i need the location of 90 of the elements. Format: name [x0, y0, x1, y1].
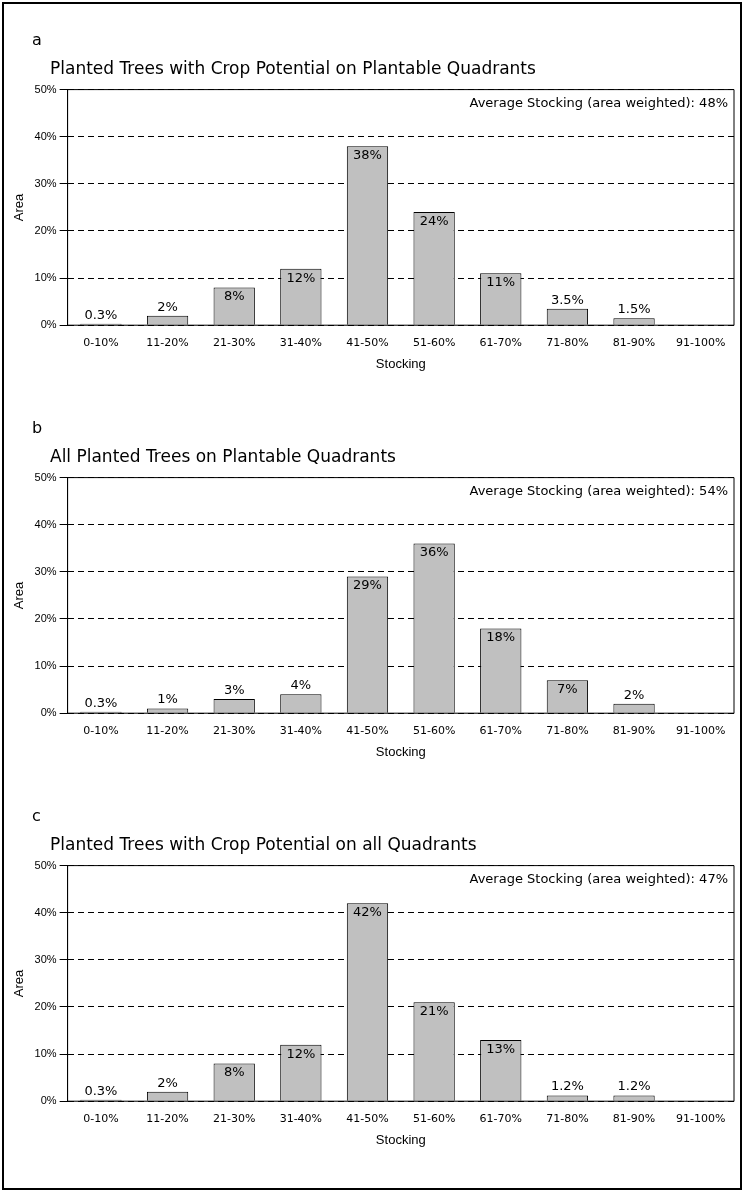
data-label: 0.3% [84, 694, 118, 710]
data-label: 2% [157, 1074, 178, 1090]
y-tick-label: 20% [34, 223, 57, 236]
x-tick-label: 0-10% [83, 723, 119, 737]
y-tick-label: 40% [34, 905, 57, 918]
x-tick-label: 81-90% [612, 723, 656, 737]
x-tick-label: 81-90% [612, 335, 656, 349]
y-tick-label: 50% [34, 858, 57, 871]
x-tick-label: 61-70% [479, 723, 522, 737]
x-tick-label: 91-100% [675, 1111, 726, 1125]
data-label: 11% [486, 274, 516, 290]
data-label: 3% [223, 681, 245, 697]
chart-title: Planted Trees with Crop Potential on Plantable Quadrants [50, 58, 536, 78]
y-tick-label: 20% [34, 999, 57, 1012]
data-label: 4% [290, 677, 312, 693]
data-label: 7% [557, 681, 578, 697]
x-tick-label: 21-30% [213, 1111, 256, 1125]
y-tick-label: 0% [40, 706, 57, 719]
data-label: 1.5% [617, 301, 651, 317]
x-tick-label: 71-80% [546, 723, 589, 737]
x-tick-label: 51-60% [412, 723, 456, 737]
x-tick-label: 11-20% [146, 723, 189, 737]
chart-title: All Planted Trees on Plantable Quadrants [50, 446, 396, 466]
data-label: 8% [223, 288, 245, 304]
data-label: 24% [419, 212, 449, 228]
annotation: Average Stocking (area weighted): 48% [469, 95, 728, 111]
data-label: 29% [353, 577, 382, 593]
y-tick-label: 20% [34, 611, 57, 624]
data-label: 12% [286, 269, 316, 285]
text: b [32, 418, 43, 437]
data-label: 1.2% [550, 1078, 584, 1094]
data-label: 0.3% [84, 306, 118, 322]
y-axis-title: Area [11, 192, 27, 222]
data-label: 1% [157, 691, 178, 707]
y-tick-label: 10% [34, 1047, 57, 1060]
y-tick-label: 40% [34, 517, 57, 530]
x-tick-label: 11-20% [146, 1111, 189, 1125]
x-tick-label: 0-10% [83, 335, 119, 349]
x-tick-label: 61-70% [479, 1111, 522, 1125]
text: c [32, 806, 41, 825]
x-tick-label: 61-70% [479, 335, 522, 349]
data-label: 36% [419, 544, 449, 560]
y-tick-label: 50% [34, 470, 57, 483]
chart-title: Planted Trees with Crop Potential on all Quadrants [50, 834, 477, 854]
x-axis-title: Stocking [375, 1131, 426, 1147]
y-tick-label: 30% [34, 176, 57, 189]
data-label: 42% [353, 904, 382, 920]
x-tick-label: 21-30% [213, 723, 256, 737]
y-tick-label: 30% [34, 952, 57, 965]
data-label: 3.5% [550, 291, 584, 307]
x-tick-label: 41-50% [346, 723, 389, 737]
x-tick-label: 91-100% [675, 723, 726, 737]
x-tick-label: 41-50% [346, 1111, 389, 1125]
data-label: 21% [419, 1003, 449, 1019]
data-label: 0.3% [84, 1082, 118, 1098]
x-tick-label: 81-90% [612, 1111, 656, 1125]
x-tick-label: 41-50% [346, 335, 389, 349]
x-tick-label: 91-100% [675, 335, 726, 349]
data-label: 8% [223, 1064, 245, 1080]
y-tick-label: 0% [40, 1094, 57, 1107]
data-label: 1.2% [617, 1078, 651, 1094]
data-label: 13% [486, 1040, 516, 1056]
x-tick-label: 51-60% [412, 1111, 456, 1125]
x-tick-label: 51-60% [412, 335, 456, 349]
data-label: 2% [623, 686, 645, 702]
x-axis-title: Stocking [375, 743, 426, 759]
x-tick-label: 71-80% [546, 1111, 589, 1125]
y-axis-title: Area [11, 580, 27, 610]
annotation: Average Stocking (area weighted): 54% [469, 483, 728, 499]
y-tick-label: 50% [34, 82, 57, 95]
x-tick-label: 31-40% [279, 723, 323, 737]
y-axis-title: Area [11, 968, 27, 998]
data-label: 38% [353, 147, 382, 163]
y-tick-label: 30% [34, 564, 57, 577]
x-tick-label: 31-40% [279, 335, 323, 349]
x-tick-label: 71-80% [546, 335, 589, 349]
x-tick-label: 11-20% [146, 335, 189, 349]
x-axis-title: Stocking [375, 355, 426, 371]
y-tick-label: 10% [34, 659, 57, 672]
data-label: 2% [157, 298, 178, 314]
data-label: 12% [286, 1045, 316, 1061]
y-tick-label: 0% [40, 318, 57, 331]
y-tick-label: 10% [34, 271, 57, 284]
data-label: 18% [486, 629, 516, 645]
y-tick-label: 40% [34, 129, 57, 142]
x-tick-label: 21-30% [213, 335, 256, 349]
text: a [32, 30, 42, 49]
x-tick-label: 31-40% [279, 1111, 323, 1125]
annotation: Average Stocking (area weighted): 47% [469, 871, 728, 887]
x-tick-label: 0-10% [83, 1111, 119, 1125]
